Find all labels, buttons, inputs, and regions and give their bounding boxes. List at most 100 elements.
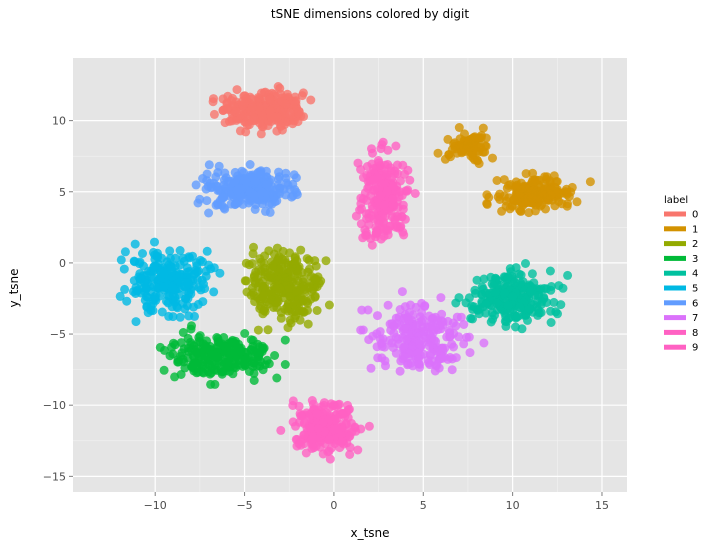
data-point-digit-9 — [382, 187, 392, 197]
data-point-digit-0 — [224, 116, 234, 126]
data-point-digit-7 — [427, 321, 437, 331]
data-point-digit-4 — [503, 300, 513, 310]
data-point-digit-2 — [310, 256, 320, 266]
data-point-digit-2 — [256, 257, 266, 267]
data-point-digit-8 — [364, 421, 374, 431]
data-point-digit-4 — [481, 308, 491, 318]
data-point-digit-2 — [276, 308, 286, 317]
data-point-digit-2 — [249, 242, 258, 252]
data-point-digit-8 — [294, 401, 304, 411]
data-point-digit-0 — [277, 97, 286, 106]
data-point-digit-8 — [318, 418, 328, 428]
data-point-digit-4 — [503, 272, 513, 282]
data-point-digit-5 — [180, 282, 190, 292]
data-point-digit-3 — [249, 368, 259, 378]
data-point-digit-7 — [377, 342, 387, 351]
data-point-digit-9 — [368, 175, 378, 185]
data-point-digit-5 — [148, 295, 158, 305]
data-point-digit-7 — [396, 356, 406, 366]
data-point-digit-4 — [529, 278, 539, 288]
data-point-digit-3 — [170, 372, 180, 382]
data-point-digit-9 — [383, 145, 393, 155]
data-point-digit-9 — [410, 189, 420, 198]
y-axis-title: y_tsne — [7, 268, 21, 307]
data-point-digit-1 — [585, 177, 595, 187]
x-tick-label: −5 — [236, 499, 252, 512]
data-point-digit-5 — [200, 284, 210, 294]
legend-key-7 — [664, 315, 686, 321]
data-point-digit-6 — [251, 176, 260, 186]
legend-label-5: 5 — [692, 284, 698, 295]
data-point-digit-0 — [285, 109, 295, 119]
data-point-digit-0 — [306, 95, 316, 105]
data-point-digit-9 — [362, 230, 372, 240]
chart-title: tSNE dimensions colored by digit — [271, 7, 469, 21]
data-point-digit-5 — [167, 267, 177, 277]
data-point-digit-0 — [209, 109, 219, 119]
data-point-digit-8 — [323, 447, 333, 457]
legend-key-6 — [664, 300, 686, 306]
data-point-digit-2 — [271, 285, 281, 295]
data-point-digit-1 — [495, 195, 505, 204]
legend-key-4 — [664, 270, 686, 276]
data-point-digit-8 — [325, 454, 335, 464]
legend-label-2: 2 — [692, 239, 698, 250]
data-point-digit-2 — [283, 323, 293, 333]
data-point-digit-6 — [211, 172, 221, 182]
y-tick-label: 10 — [52, 115, 66, 128]
data-point-digit-5 — [165, 246, 175, 256]
data-point-digit-5 — [168, 283, 178, 293]
data-point-digit-5 — [193, 266, 203, 276]
data-point-digit-6 — [256, 169, 266, 179]
data-point-digit-4 — [513, 311, 523, 321]
data-point-digit-0 — [265, 106, 275, 116]
data-point-digit-1 — [447, 145, 457, 154]
data-point-digit-8 — [343, 400, 353, 410]
data-point-digit-4 — [472, 275, 482, 285]
y-tick-label: 5 — [59, 186, 66, 199]
data-point-digit-1 — [528, 194, 538, 204]
data-point-digit-3 — [184, 346, 194, 356]
x-tick-label: 10 — [506, 499, 520, 512]
legend-key-3 — [664, 255, 686, 261]
data-point-digit-8 — [356, 424, 366, 434]
data-point-digit-6 — [273, 180, 283, 190]
data-point-digit-5 — [185, 253, 194, 263]
data-point-digit-3 — [220, 366, 230, 376]
data-point-digit-9 — [379, 223, 389, 233]
data-point-digit-1 — [550, 182, 560, 192]
data-point-digit-2 — [291, 263, 301, 273]
data-point-digit-5 — [201, 271, 211, 281]
data-point-digit-6 — [232, 185, 242, 195]
legend-label-7: 7 — [692, 313, 698, 324]
data-point-digit-5 — [149, 247, 158, 257]
data-point-digit-9 — [392, 160, 402, 170]
data-point-digit-1 — [550, 201, 560, 211]
data-point-digit-1 — [477, 131, 486, 140]
data-point-digit-2 — [260, 306, 270, 316]
data-point-digit-4 — [511, 322, 520, 332]
data-point-digit-6 — [218, 193, 228, 203]
data-point-digit-1 — [492, 176, 502, 185]
data-point-digit-4 — [536, 284, 546, 294]
data-point-digit-2 — [263, 325, 273, 335]
data-point-digit-3 — [186, 324, 196, 334]
data-point-digit-3 — [206, 379, 216, 389]
data-point-digit-2 — [302, 254, 312, 264]
data-point-digit-1 — [466, 151, 476, 161]
data-point-digit-8 — [345, 442, 355, 452]
data-point-digit-3 — [260, 360, 270, 370]
data-point-digit-7 — [373, 353, 383, 363]
data-point-digit-5 — [131, 317, 141, 327]
data-point-digit-0 — [231, 107, 241, 117]
data-point-digit-9 — [373, 215, 383, 225]
data-point-digit-7 — [459, 320, 469, 329]
data-point-digit-1 — [457, 148, 467, 158]
data-point-digit-8 — [333, 400, 343, 410]
data-point-digit-2 — [265, 271, 275, 281]
data-point-digit-8 — [296, 411, 306, 421]
data-point-digit-8 — [330, 415, 340, 425]
data-point-digit-6 — [202, 196, 212, 206]
data-point-digit-7 — [451, 321, 461, 331]
